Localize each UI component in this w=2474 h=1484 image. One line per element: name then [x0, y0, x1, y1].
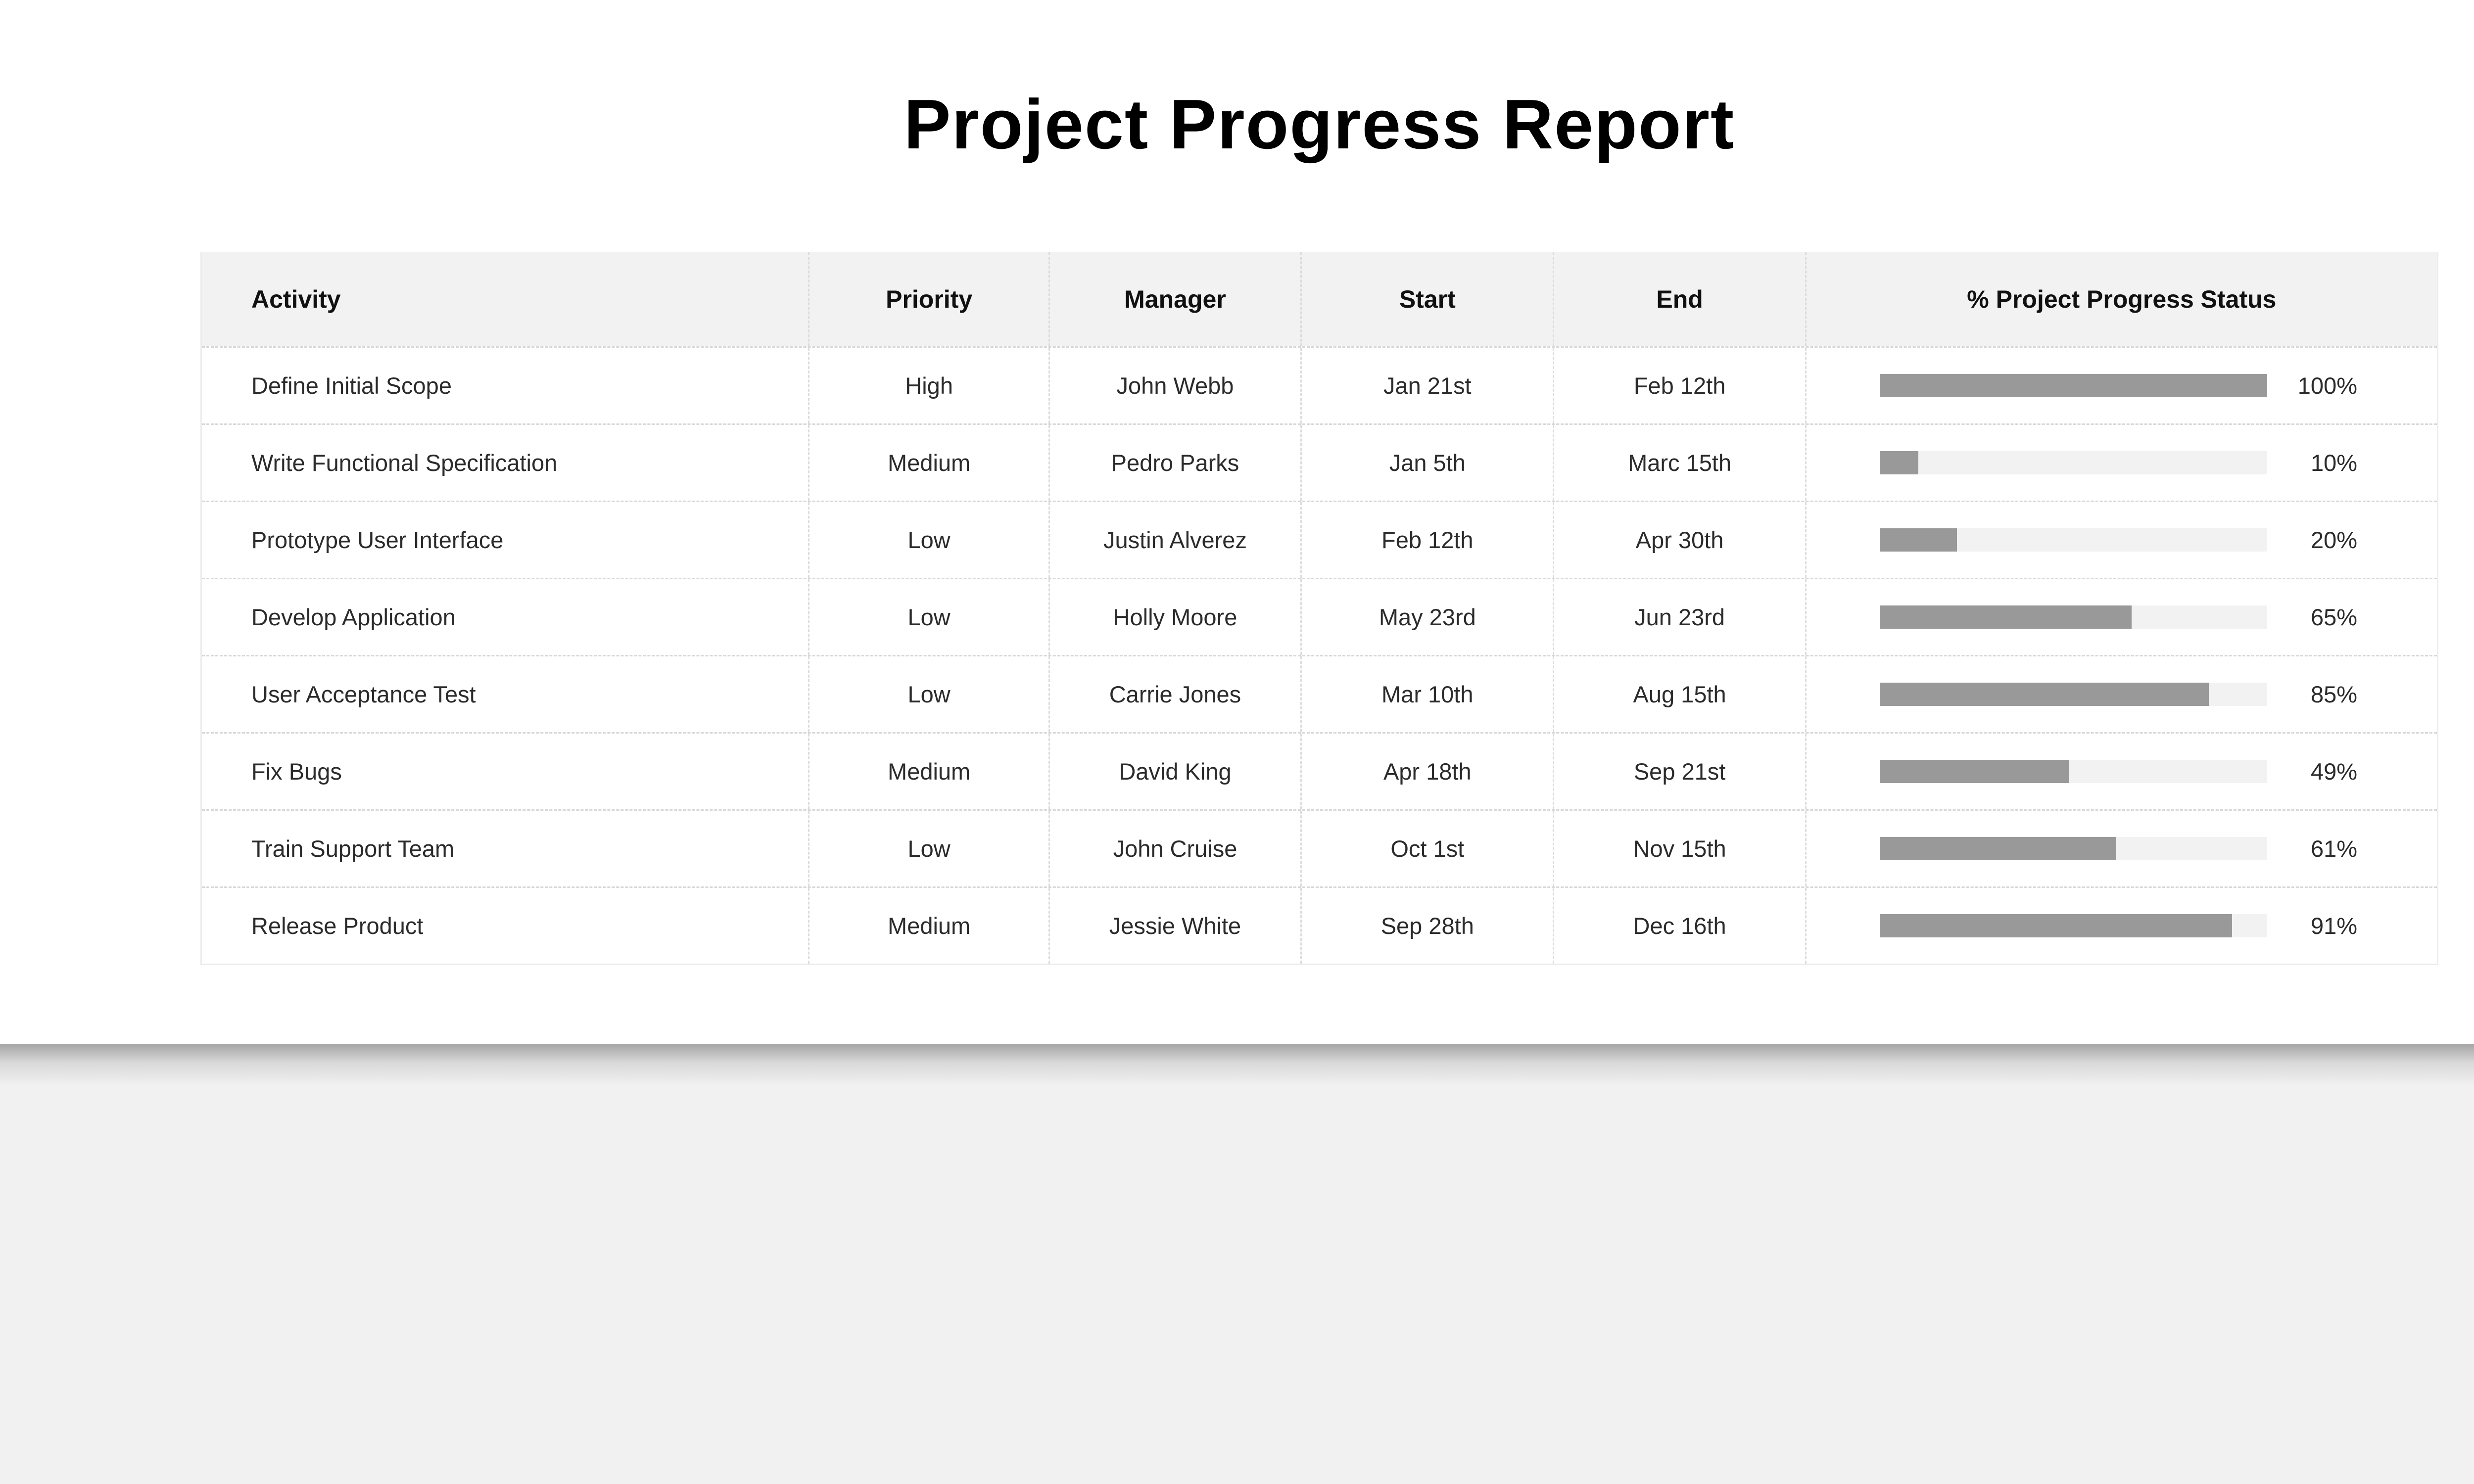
progress-bar-fill	[1879, 605, 2132, 629]
cell-activity: Develop Application	[251, 604, 456, 630]
cell-start: Sep 28th	[1300, 888, 1553, 964]
progress-bar-track	[1879, 760, 2267, 783]
cell-end: Sep 21st	[1553, 734, 1805, 809]
cell-manager: Jessie White	[1048, 888, 1300, 964]
table-row: Train Support Team Low John Cruise Oct 1…	[202, 809, 2437, 886]
progress-bar-fill	[1879, 683, 2209, 706]
progress-bar-track	[1879, 914, 2267, 937]
header-cell-activity: Activity	[251, 285, 341, 313]
cell-activity: Release Product	[251, 913, 424, 939]
table-row: Fix Bugs Medium David King Apr 18th Sep …	[202, 732, 2437, 809]
progress-bar-track	[1879, 605, 2267, 629]
cell-progress: 91%	[1805, 888, 2437, 964]
cell-manager: Pedro Parks	[1048, 425, 1300, 501]
cell-progress: 85%	[1805, 656, 2437, 732]
cell-end: Feb 12th	[1553, 348, 1805, 423]
cell-manager: John Cruise	[1048, 811, 1300, 886]
cell-priority: Medium	[808, 734, 1048, 809]
progress-bar-fill	[1879, 837, 2116, 860]
progress-bar-track	[1879, 528, 2267, 552]
cell-priority: Low	[808, 579, 1048, 655]
table-row: Define Initial Scope High John Webb Jan …	[202, 346, 2437, 423]
cell-activity: User Acceptance Test	[251, 681, 476, 707]
progress-table: Activity Priority Manager Start End % Pr…	[200, 252, 2438, 965]
cell-activity: Write Functional Specification	[251, 450, 558, 476]
cell-priority: High	[808, 348, 1048, 423]
progress-bar-fill	[1879, 760, 2070, 783]
cell-end: Dec 16th	[1553, 888, 1805, 964]
table-row: Release Product Medium Jessie White Sep …	[202, 886, 2437, 964]
cell-start: Jan 21st	[1300, 348, 1553, 423]
cell-start: May 23rd	[1300, 579, 1553, 655]
table-row: Write Functional Specification Medium Pe…	[202, 423, 2437, 501]
cell-end: Aug 15th	[1553, 656, 1805, 732]
cell-start: Oct 1st	[1300, 811, 1553, 886]
progress-percent-label: 100%	[2297, 372, 2358, 399]
header-cell-priority: Priority	[808, 252, 1048, 346]
cell-activity: Train Support Team	[251, 835, 455, 862]
cell-progress: 10%	[1805, 425, 2437, 501]
cell-end: Apr 30th	[1553, 502, 1805, 578]
progress-percent-label: 20%	[2310, 527, 2358, 553]
cell-end: Jun 23rd	[1553, 579, 1805, 655]
header-cell-progress: % Project Progress Status	[1805, 252, 2437, 346]
header-cell-end: End	[1553, 252, 1805, 346]
progress-bar-track	[1879, 451, 2267, 474]
cell-progress: 61%	[1805, 811, 2437, 886]
cell-priority: Low	[808, 811, 1048, 886]
cell-manager: John Webb	[1048, 348, 1300, 423]
progress-bar-fill	[1879, 451, 1919, 474]
cell-progress: 100%	[1805, 348, 2437, 423]
cell-progress: 49%	[1805, 734, 2437, 809]
progress-bar-track	[1879, 837, 2267, 860]
progress-bar-track	[1879, 683, 2267, 706]
cell-start: Feb 12th	[1300, 502, 1553, 578]
table-row: User Acceptance Test Low Carrie Jones Ma…	[202, 655, 2437, 732]
progress-bar-fill	[1879, 374, 2267, 397]
cell-start: Apr 18th	[1300, 734, 1553, 809]
cell-progress: 20%	[1805, 502, 2437, 578]
progress-bar-fill	[1879, 914, 2233, 937]
cell-priority: Low	[808, 656, 1048, 732]
progress-percent-label: 61%	[2310, 835, 2358, 862]
table-header-row: Activity Priority Manager Start End % Pr…	[202, 252, 2437, 346]
stat-card-timeframe: 81% Tasks are completed and QA'ed within…	[0, 1044, 2474, 1484]
cell-manager: Justin Alverez	[1048, 502, 1300, 578]
stats-section: 81% Tasks are completed and QA'ed within…	[0, 1044, 2474, 1484]
stat-card-hours: 94% Team members have worked all of thei…	[0, 1044, 2474, 1484]
table-row: Develop Application Low Holly Moore May …	[202, 578, 2437, 655]
cell-end: Nov 15th	[1553, 811, 1805, 886]
cell-priority: Medium	[808, 425, 1048, 501]
cell-start: Jan 5th	[1300, 425, 1553, 501]
cell-end: Marc 15th	[1553, 425, 1805, 501]
header-cell-start: Start	[1300, 252, 1553, 346]
cell-start: Mar 10th	[1300, 656, 1553, 732]
cell-progress: 65%	[1805, 579, 2437, 655]
cell-manager: Holly Moore	[1048, 579, 1300, 655]
progress-percent-label: 10%	[2310, 450, 2358, 476]
stat-card-budget: 100% Budget allocation and boundaries ar…	[0, 1044, 2474, 1484]
cell-manager: Carrie Jones	[1048, 656, 1300, 732]
progress-percent-label: 91%	[2310, 913, 2358, 939]
progress-bar-track	[1879, 374, 2267, 397]
cell-priority: Medium	[808, 888, 1048, 964]
progress-bar-fill	[1879, 528, 1957, 552]
header-cell-manager: Manager	[1048, 252, 1300, 346]
cell-activity: Prototype User Interface	[251, 527, 504, 553]
table-row: Prototype User Interface Low Justin Alve…	[202, 501, 2437, 578]
progress-percent-label: 85%	[2310, 681, 2358, 707]
progress-percent-label: 65%	[2310, 604, 2358, 630]
page-title: Project Progress Report	[904, 85, 1735, 164]
cell-activity: Define Initial Scope	[251, 372, 452, 399]
cell-manager: David King	[1048, 734, 1300, 809]
cell-priority: Low	[808, 502, 1048, 578]
cell-activity: Fix Bugs	[251, 758, 342, 785]
progress-percent-label: 49%	[2310, 758, 2358, 785]
